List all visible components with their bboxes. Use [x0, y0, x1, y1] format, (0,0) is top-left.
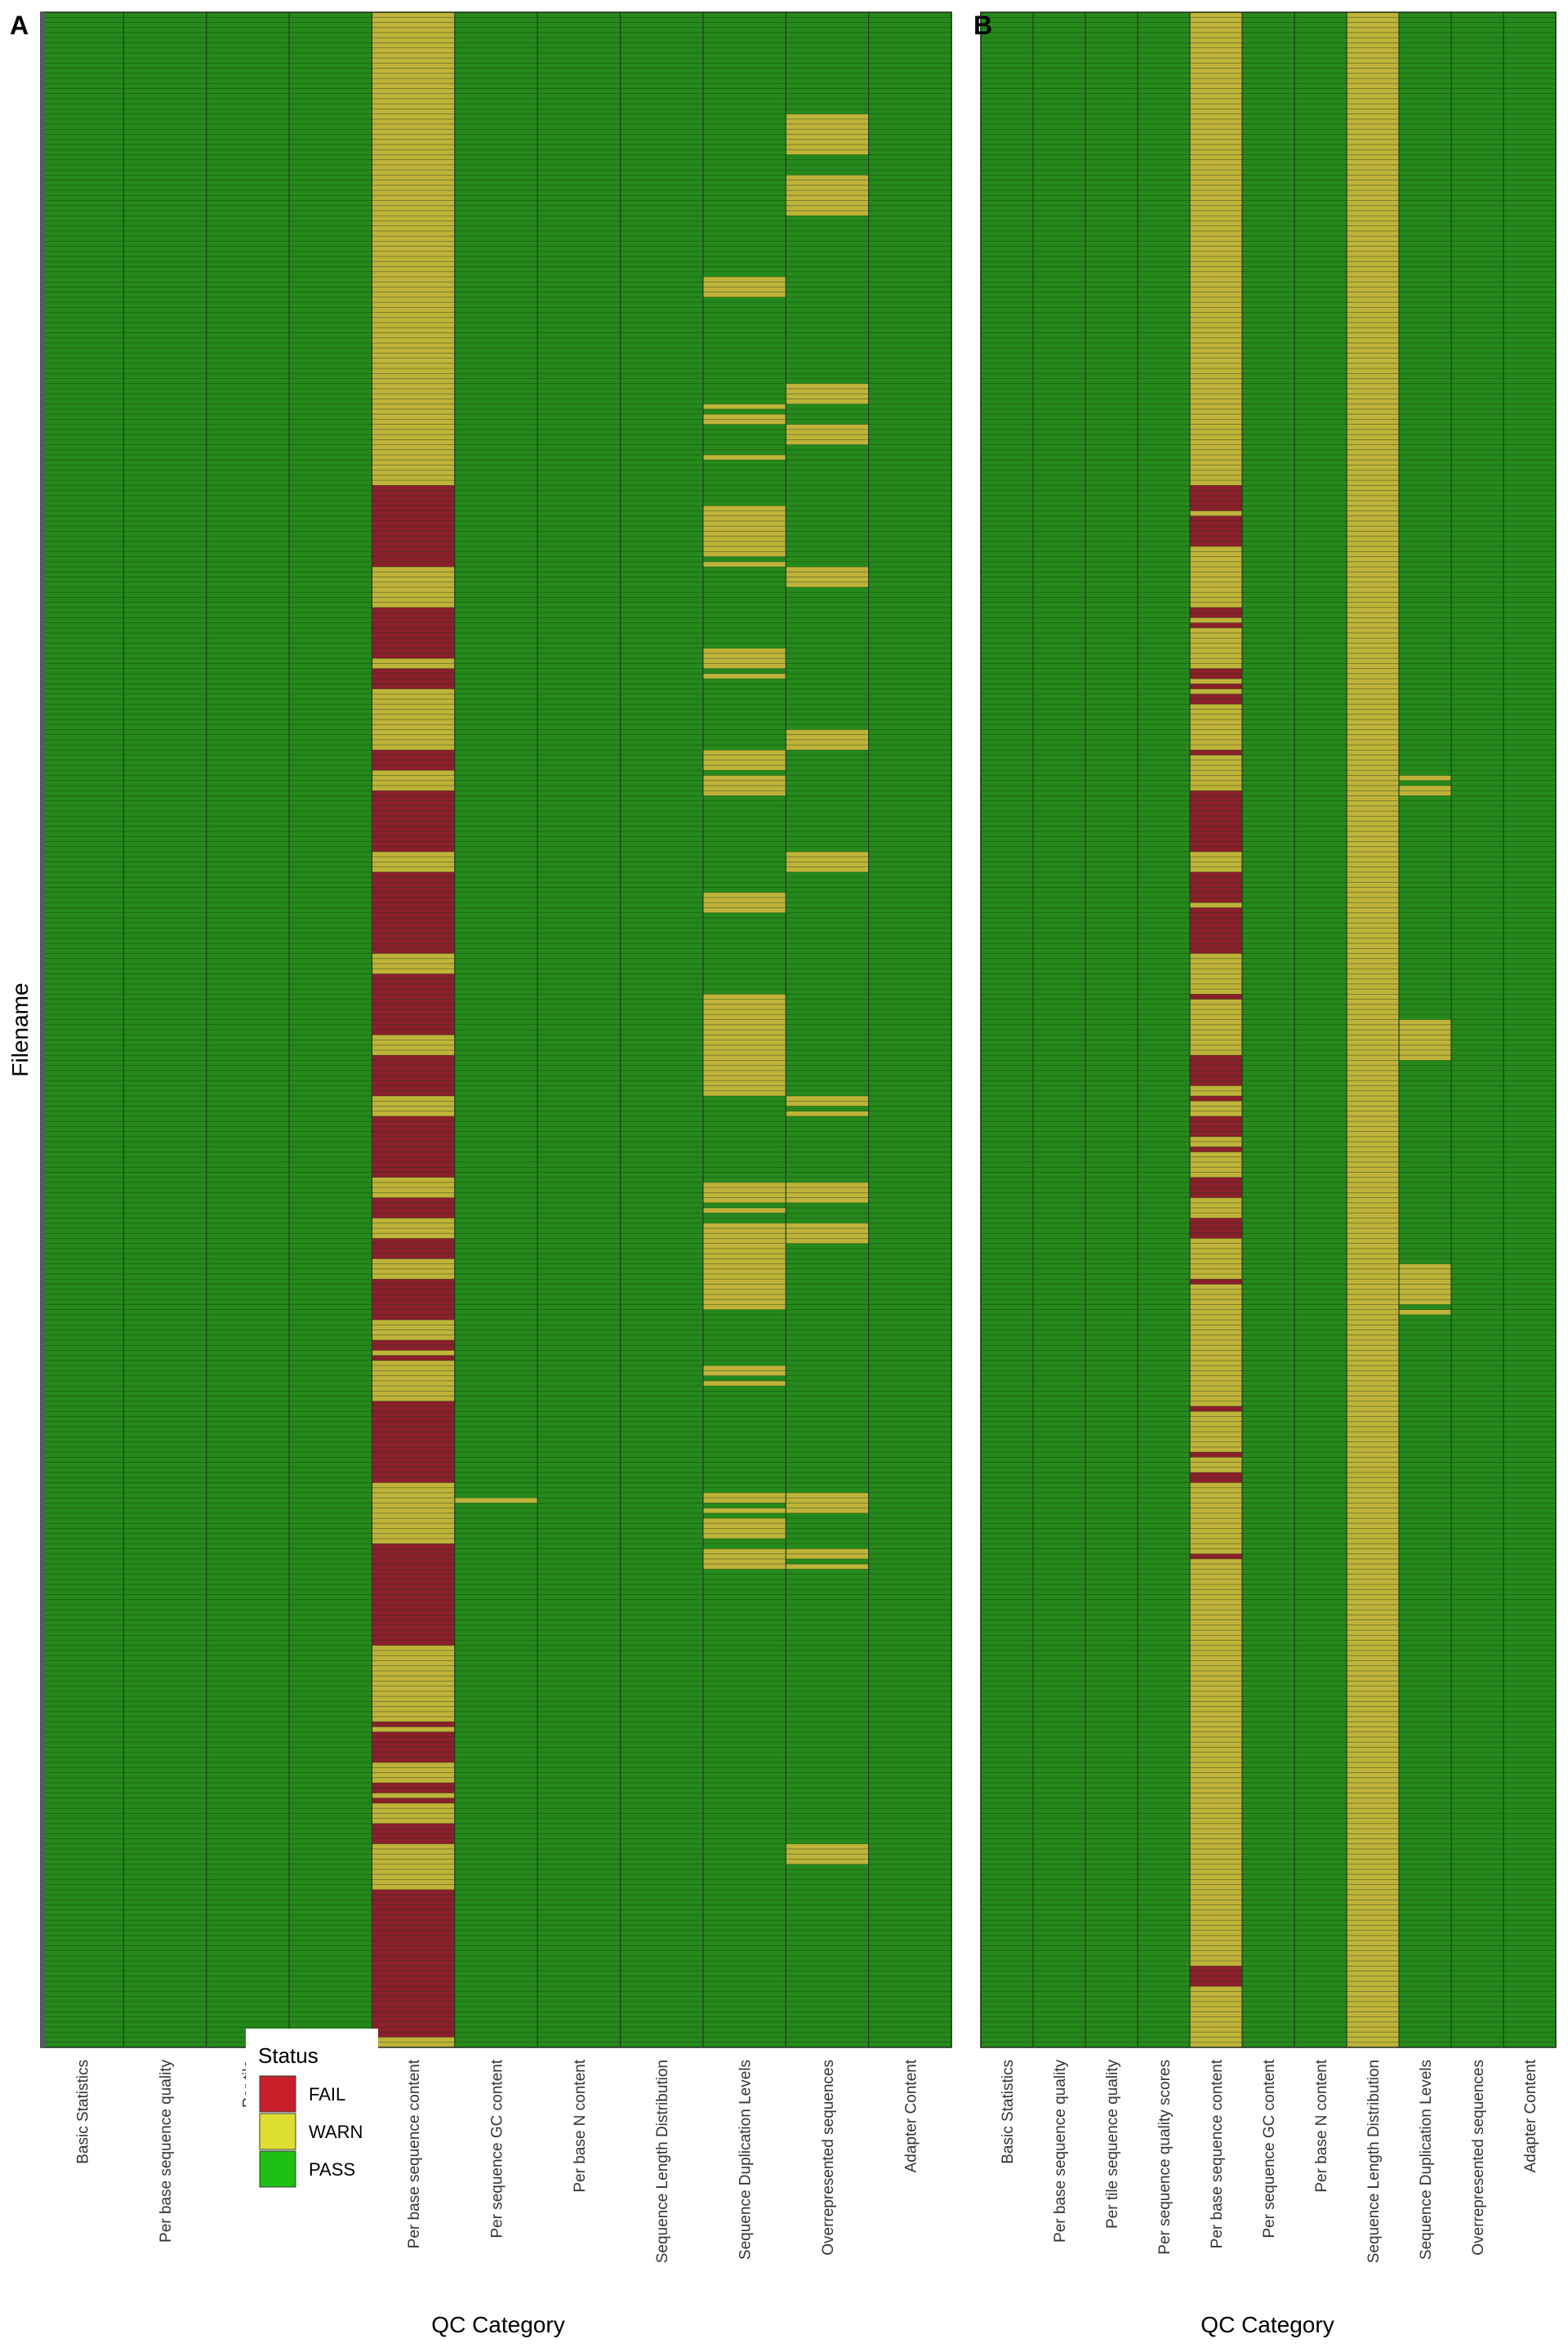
panel-b-frame	[980, 11, 1557, 2048]
panel-b-x-tick-label-adapter-content: Adapter Content	[1522, 2059, 1539, 2172]
panel-b-cell-per-base-sequence-content-warn	[1190, 617, 1242, 623]
panel-a-cell-per-base-sequence-content-warn	[372, 1350, 455, 1356]
panel-b-x-tick-label-sequence-duplication-levels: Sequence Duplication Levels	[1418, 2060, 1435, 2260]
panel-a-row-borders	[41, 11, 951, 2048]
panel-b-cell-per-base-sequence-content-warn	[1190, 510, 1242, 516]
panel-a-x-tick-label-overrepresented-sequences: Overrepresented sequences	[820, 2060, 837, 2256]
panel-a-cell-overrepresented-sequences-warn	[786, 1111, 869, 1116]
panel-a-cell-sequence-duplication-levels-warn	[702, 673, 786, 679]
panel-a-heatmap: Basic Statistics Per base sequence qualit…	[40, 11, 952, 2263]
panel-b-cell-per-base-sequence-content-warn	[1190, 688, 1242, 694]
panel-a-y-tick-strip	[41, 12, 45, 2047]
panel-b-x-tick-label-per-sequence-gc-content: Per sequence GC content	[1261, 2059, 1278, 2238]
panel-b-cell-per-base-sequence-content-fail	[1190, 1452, 1242, 1458]
panel-b-cell-per-base-sequence-content-warn	[1190, 1152, 1242, 1178]
status-legend: Status FAIL WARN PASS	[246, 2029, 378, 2197]
panel-b-cell-per-base-sequence-content-warn	[1190, 1457, 1242, 1473]
panel-b-cell-sequence-duplication-levels-warn	[1399, 775, 1451, 781]
panel-b-cell-per-base-sequence-content-fail	[1190, 1279, 1242, 1285]
panel-a-cell-sequence-duplication-levels-warn	[702, 1223, 786, 1310]
panel-b-cell-per-base-sequence-content-warn	[1190, 1101, 1242, 1116]
legend-label-fail: FAIL	[309, 2084, 345, 2105]
panel-b-cell-per-base-sequence-content-fail	[1190, 1406, 1242, 1412]
panel-a-row-border-lines	[41, 11, 951, 2048]
panel-b-cell-per-base-sequence-content-warn	[1190, 999, 1242, 1056]
panel-a-cell-per-base-sequence-content-warn	[372, 1843, 455, 1890]
panel-a-cell-overrepresented-sequences-warn	[786, 1564, 869, 1570]
panel-b-x-axis-title: QC Category	[1200, 2312, 1334, 2337]
panel-b-x-tick-label-per-sequence-quality-scores: Per sequence quality scores	[1156, 2060, 1174, 2255]
panel-a-cell-per-base-sequence-content-warn	[372, 1793, 455, 1798]
panel-a-cell-per-base-sequence-content-fail	[372, 1889, 455, 2038]
panel-a-cell-per-sequence-gc-content-warn	[454, 1498, 538, 1503]
panel-a-label: A	[10, 11, 29, 40]
panel-a-x-tick-label-basic-statistics: Basic Statistics	[75, 2060, 92, 2164]
panel-a-cell-per-base-sequence-content-warn	[372, 12, 455, 486]
panel-b-x-tick-label-per-tile-sequence-quality: Per tile sequence quality	[1104, 2060, 1121, 2230]
panel-a-cell-sequence-duplication-levels-warn	[702, 455, 786, 461]
panel-b-cell-per-base-sequence-content-warn	[1190, 679, 1242, 684]
panel-b-row-border-lines	[981, 11, 1556, 2048]
panel-a-x-tick-label-adapter-content: Adapter Content	[902, 2059, 920, 2172]
panel-b-x-tick-label-basic-statistics: Basic Statistics	[1000, 2060, 1017, 2164]
panel-a-cell-sequence-duplication-levels-warn	[702, 1380, 786, 1387]
panel-b-x-tick-label-sequence-length-distribution: Sequence Length Distribution	[1365, 2060, 1383, 2263]
panel-b-cell-per-base-sequence-content-fail	[1190, 622, 1242, 628]
panel-a-cell-sequence-duplication-levels-warn	[702, 561, 786, 568]
panel-b-cell-per-base-sequence-content-warn	[1190, 902, 1242, 908]
panel-b-x-tick-label-per-base-n-content: Per base N content	[1313, 2059, 1330, 2192]
panel-a-x-tick-label-per-sequence-gc-content: Per sequence GC content	[489, 2059, 506, 2238]
panel-a-x-axis-title: QC Category	[431, 2312, 564, 2337]
legend-title: Status	[258, 2043, 318, 2068]
panel-a-x-tick-label-per-base-sequence-content: Per base sequence content	[406, 2059, 423, 2248]
panel-a-cell-per-base-sequence-content-fail	[372, 1355, 455, 1361]
panel-b-row-borders	[981, 11, 1556, 2048]
panel-b-cell-per-base-sequence-content-fail	[1190, 684, 1242, 689]
panel-b-cell-per-base-sequence-content-fail	[1190, 994, 1242, 1000]
panel-a-x-tick-label-per-base-n-content: Per base N content	[572, 2059, 589, 2192]
panel-b-x-tick-label-per-base-sequence-content: Per base sequence content	[1209, 2059, 1226, 2248]
panel-a-x-tick-label-sequence-length-distribution: Sequence Length Distribution	[654, 2060, 671, 2263]
panel-b-x-tick-label-overrepresented-sequences: Overrepresented sequences	[1470, 2060, 1487, 2256]
panel-b-cell-per-base-sequence-content-fail	[1190, 1147, 1242, 1152]
panel-b-cell-per-base-sequence-content-fail	[1190, 907, 1242, 954]
panel-b-cell-per-base-sequence-content-fail	[1190, 485, 1242, 511]
panel-b-label: B	[973, 11, 992, 40]
panel-a-cell-sequence-duplication-levels-warn	[702, 403, 786, 409]
legend-swatch-fail	[259, 2075, 296, 2113]
y-axis-title: Filename	[7, 982, 33, 1076]
panel-b-heatmap: Basic Statistics Per base sequence qualit…	[980, 11, 1557, 2263]
legend-swatch-pass	[259, 2150, 296, 2188]
panel-a-cell-per-base-sequence-content-warn	[372, 1726, 455, 1732]
panel-a-cell-per-base-sequence-content-fail	[372, 1797, 455, 1803]
legend-label-pass: PASS	[309, 2159, 355, 2180]
panel-a-cell-sequence-duplication-levels-warn	[702, 1508, 786, 1513]
panel-b-cell-sequence-duplication-levels-warn	[1399, 1309, 1451, 1315]
panel-b-x-tick-label-per-base-sequence-quality: Per base sequence quality	[1052, 2060, 1069, 2243]
panel-a-x-tick-label-sequence-duplication-levels: Sequence Duplication Levels	[737, 2060, 755, 2260]
panel-b-cell-per-base-sequence-content-warn	[1190, 704, 1242, 751]
panel-b-cell-per-base-sequence-content-fail	[1190, 1553, 1242, 1559]
legend-label-warn: WARN	[309, 2122, 363, 2142]
legend-swatch-warn	[259, 2113, 296, 2150]
panel-b-cell-per-base-sequence-content-warn	[1190, 12, 1242, 486]
panel-b-cell-per-base-sequence-content-fail	[1190, 750, 1242, 755]
panel-b-cell-per-base-sequence-content-fail	[1190, 1095, 1242, 1102]
panel-a-cell-sequence-duplication-levels-warn	[702, 1208, 786, 1214]
panel-b-cell-per-base-sequence-content-warn	[1190, 755, 1242, 791]
panel-a-cell-per-base-sequence-content-warn	[372, 1645, 455, 1722]
panel-a-cell-per-base-sequence-content-fail	[372, 1722, 455, 1727]
panel-a-x-tick-label-per-base-sequence-quality: Per base sequence quality	[158, 2060, 175, 2243]
